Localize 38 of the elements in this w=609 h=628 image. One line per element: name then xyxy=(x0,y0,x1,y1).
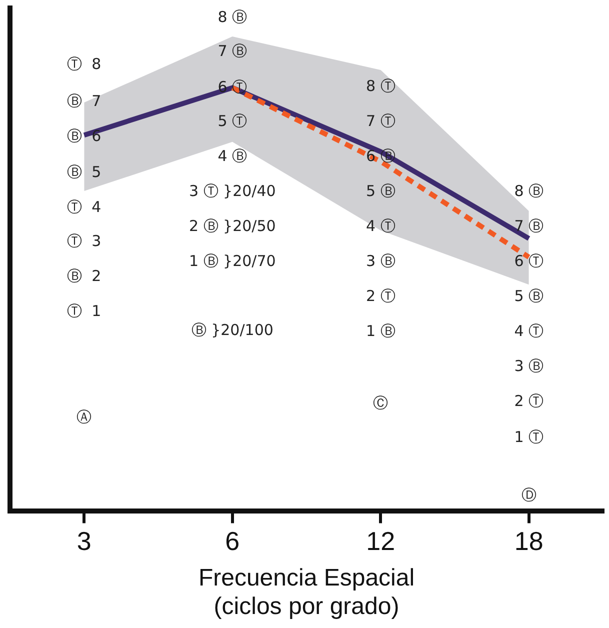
annotation: Ⓒ xyxy=(373,394,388,412)
annotation: Ⓓ xyxy=(521,486,536,504)
annotation: 4 Ⓑ xyxy=(218,146,248,165)
annotation: 5 Ⓣ xyxy=(218,112,248,130)
x-axis-title: Frecuencia Espacial (ciclos por grado) xyxy=(198,564,415,620)
annotation: 5 Ⓑ xyxy=(514,286,544,305)
annotation: 8 Ⓑ xyxy=(514,182,544,200)
annotation: 7 Ⓣ xyxy=(366,112,396,130)
text: 8 Ⓑ xyxy=(218,8,248,26)
annotation: Ⓑ }20/100 xyxy=(191,320,274,339)
annotation: 2 Ⓣ xyxy=(366,286,396,305)
annotation: 4 Ⓣ xyxy=(514,322,544,340)
annotation: Ⓣ 3 xyxy=(67,232,102,250)
annotation: 3 Ⓑ xyxy=(514,356,544,375)
annotation: Ⓑ 2 xyxy=(67,266,102,285)
annotation: 1 Ⓑ }20/70 xyxy=(188,252,276,270)
annotation: 4 Ⓣ xyxy=(366,216,396,235)
text: Ⓣ 8 xyxy=(67,54,102,73)
annotation: 1 Ⓑ xyxy=(366,322,396,340)
x-tick-label: 3 xyxy=(76,526,92,556)
annotation: Ⓑ 7 xyxy=(67,92,102,110)
annotation: Ⓑ 5 xyxy=(67,162,102,181)
annotation: Ⓣ 4 xyxy=(67,198,102,216)
annotation: 8 Ⓣ xyxy=(366,76,396,95)
annotation: 5 Ⓑ xyxy=(366,182,396,200)
annotation: Ⓣ 1 xyxy=(67,302,102,320)
annotation: 1 Ⓣ xyxy=(514,428,544,446)
annotation: 2 Ⓑ }20/50 xyxy=(188,216,276,235)
text: 7 Ⓑ xyxy=(218,42,248,60)
annotation: 3 Ⓣ }20/40 xyxy=(188,182,276,200)
annotation: Ⓐ xyxy=(76,408,92,426)
annotation: 6 Ⓣ xyxy=(514,252,544,270)
x-tick-label: 18 xyxy=(514,526,544,556)
annotation: 7 Ⓑ xyxy=(514,216,544,235)
annotation: 2 Ⓣ xyxy=(514,392,544,410)
x-tick-label: 12 xyxy=(366,526,396,556)
x-tick-label: 6 xyxy=(225,526,240,556)
annotation: 3 Ⓑ xyxy=(366,252,396,270)
